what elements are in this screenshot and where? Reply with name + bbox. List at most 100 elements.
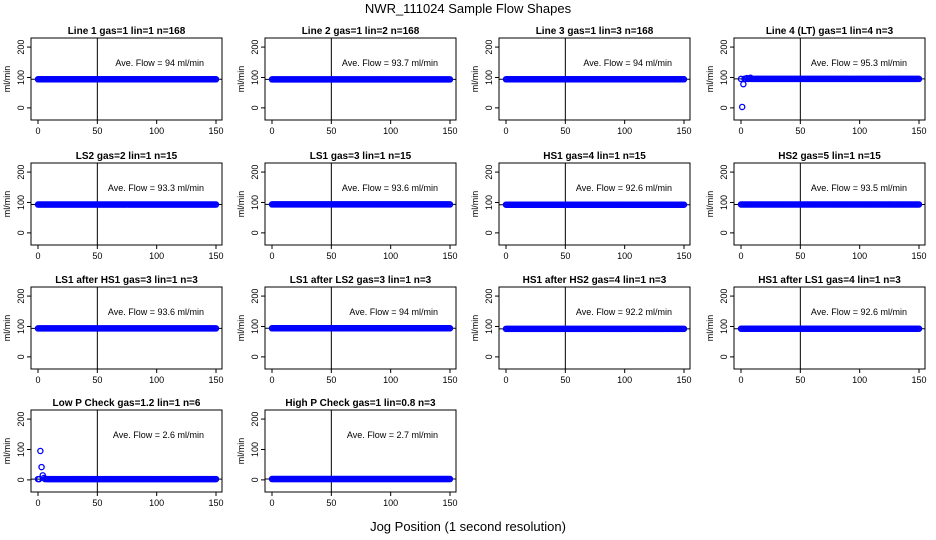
- data-points: [268, 325, 454, 332]
- x-tick-label: 0: [269, 498, 274, 508]
- y-axis-label: ml/min: [2, 191, 12, 218]
- x-tick-label: 0: [503, 126, 508, 136]
- panel-10: LS1 after LS2 gas=3 lin=1 n=3 0 50 100 150 0 1…: [236, 275, 458, 385]
- y-tick-label: 100: [484, 319, 494, 334]
- x-tick-label: 50: [795, 251, 805, 261]
- data-point: [915, 75, 923, 83]
- x-tick-label: 100: [852, 375, 867, 385]
- x-tick-label: 150: [911, 375, 926, 385]
- plot-frame: [498, 286, 691, 370]
- x-tick-label: 0: [35, 498, 40, 508]
- y-axis-label: ml/min: [236, 438, 246, 465]
- y-tick-label: 200: [250, 40, 260, 55]
- y-axis-label: ml/min: [2, 438, 12, 465]
- x-tick-label: 150: [676, 375, 691, 385]
- data-points: [737, 201, 923, 208]
- x-tick-label: 0: [269, 375, 274, 385]
- x-tick-label: 100: [383, 375, 398, 385]
- y-tick-label: 0: [484, 354, 494, 359]
- x-tick-label: 150: [911, 126, 926, 136]
- plot-frame: [733, 286, 926, 370]
- x-tick-label: 150: [442, 126, 457, 136]
- figure-xlabel: Jog Position (1 second resolution): [370, 519, 566, 534]
- x-tick-label: 100: [617, 126, 632, 136]
- x-tick-label: 50: [560, 375, 570, 385]
- y-axis-label: ml/min: [705, 315, 715, 342]
- average-flow-annotation: Ave. Flow = 2.7 ml/min: [347, 430, 438, 440]
- x-tick-label: 50: [92, 375, 102, 385]
- x-tick-label: 150: [676, 126, 691, 136]
- data-point: [915, 201, 923, 208]
- y-tick-label: 200: [16, 165, 26, 180]
- x-tick-label: 50: [326, 251, 336, 261]
- x-tick-label: 50: [560, 251, 570, 261]
- x-tick-label: 150: [442, 498, 457, 508]
- panel-title: Line 4 (LT) gas=1 lin=4 n=3: [766, 26, 894, 37]
- average-flow-annotation: Ave. Flow = 94 ml/min: [583, 58, 672, 68]
- data-point: [680, 201, 688, 208]
- average-flow-annotation: Ave. Flow = 93.5 ml/min: [811, 183, 907, 193]
- y-tick-label: 0: [484, 230, 494, 235]
- panel-4: Line 4 (LT) gas=1 lin=4 n=3 0 50 100 150 0 100…: [705, 26, 927, 136]
- x-tick-label: 150: [442, 375, 457, 385]
- y-tick-label: 100: [16, 195, 26, 210]
- y-tick-label: 0: [250, 354, 260, 359]
- x-tick-label: 150: [208, 251, 223, 261]
- panel-5: LS2 gas=2 lin=1 n=15 0 50 100 150 0 100 200 ml/m…: [2, 151, 224, 261]
- x-tick-label: 150: [911, 251, 926, 261]
- y-tick-label: 100: [16, 319, 26, 334]
- y-tick-label: 0: [250, 477, 260, 482]
- x-tick-label: 0: [738, 126, 743, 136]
- panel-3: Line 3 gas=1 lin=3 n=168 0 50 100 150 0 100 200…: [470, 26, 692, 136]
- x-tick-label: 0: [35, 126, 40, 136]
- average-flow-annotation: Ave. Flow = 92.2 ml/min: [576, 307, 672, 317]
- y-tick-label: 200: [16, 289, 26, 304]
- y-tick-label: 100: [250, 442, 260, 457]
- y-tick-label: 200: [719, 165, 729, 180]
- panel-title: HS1 after LS1 gas=4 lin=1 n=3: [758, 275, 901, 286]
- panel-13: Low P Check gas=1.2 lin=1 n=6 0 50 100 150 0 1…: [2, 398, 224, 508]
- x-tick-label: 100: [149, 126, 164, 136]
- x-tick-label: 0: [35, 251, 40, 261]
- data-point: [446, 76, 454, 83]
- data-point: [740, 80, 747, 88]
- panel-title: Line 1 gas=1 lin=1 n=168: [68, 26, 186, 37]
- plot-frame: [30, 162, 223, 246]
- data-points: [737, 74, 923, 111]
- y-tick-label: 200: [484, 289, 494, 304]
- y-axis-label: ml/min: [470, 315, 480, 342]
- y-tick-label: 200: [484, 40, 494, 55]
- data-points: [268, 201, 454, 208]
- x-tick-label: 50: [326, 126, 336, 136]
- x-tick-label: 100: [852, 126, 867, 136]
- x-tick-label: 100: [617, 375, 632, 385]
- x-tick-label: 150: [208, 126, 223, 136]
- data-points: [502, 201, 688, 208]
- data-points: [34, 76, 220, 83]
- average-flow-annotation: Ave. Flow = 93.6 ml/min: [108, 307, 204, 317]
- plot-frame: [498, 162, 691, 246]
- y-tick-label: 0: [484, 105, 494, 110]
- x-tick-label: 100: [617, 251, 632, 261]
- data-point: [212, 325, 220, 332]
- y-tick-label: 200: [484, 165, 494, 180]
- y-axis-label: ml/min: [470, 191, 480, 218]
- x-tick-label: 100: [149, 375, 164, 385]
- plot-frame: [264, 409, 457, 493]
- y-tick-label: 0: [16, 105, 26, 110]
- y-tick-label: 200: [719, 289, 729, 304]
- x-tick-label: 50: [326, 375, 336, 385]
- y-tick-label: 100: [484, 70, 494, 85]
- panel-title: Low P Check gas=1.2 lin=1 n=6: [53, 398, 201, 409]
- x-tick-label: 0: [738, 375, 743, 385]
- data-point: [446, 475, 454, 483]
- panel-title: LS1 after LS2 gas=3 lin=1 n=3: [290, 275, 432, 286]
- y-axis-label: ml/min: [2, 66, 12, 93]
- panel-7: HS1 gas=4 lin=1 n=15 0 50 100 150 0 100 200 ml/m…: [470, 151, 692, 261]
- y-tick-label: 100: [719, 195, 729, 210]
- average-flow-annotation: Ave. Flow = 2.6 ml/min: [113, 430, 204, 440]
- y-tick-label: 0: [719, 354, 729, 359]
- average-flow-annotation: Ave. Flow = 93.3 ml/min: [108, 183, 204, 193]
- y-axis-label: ml/min: [705, 191, 715, 218]
